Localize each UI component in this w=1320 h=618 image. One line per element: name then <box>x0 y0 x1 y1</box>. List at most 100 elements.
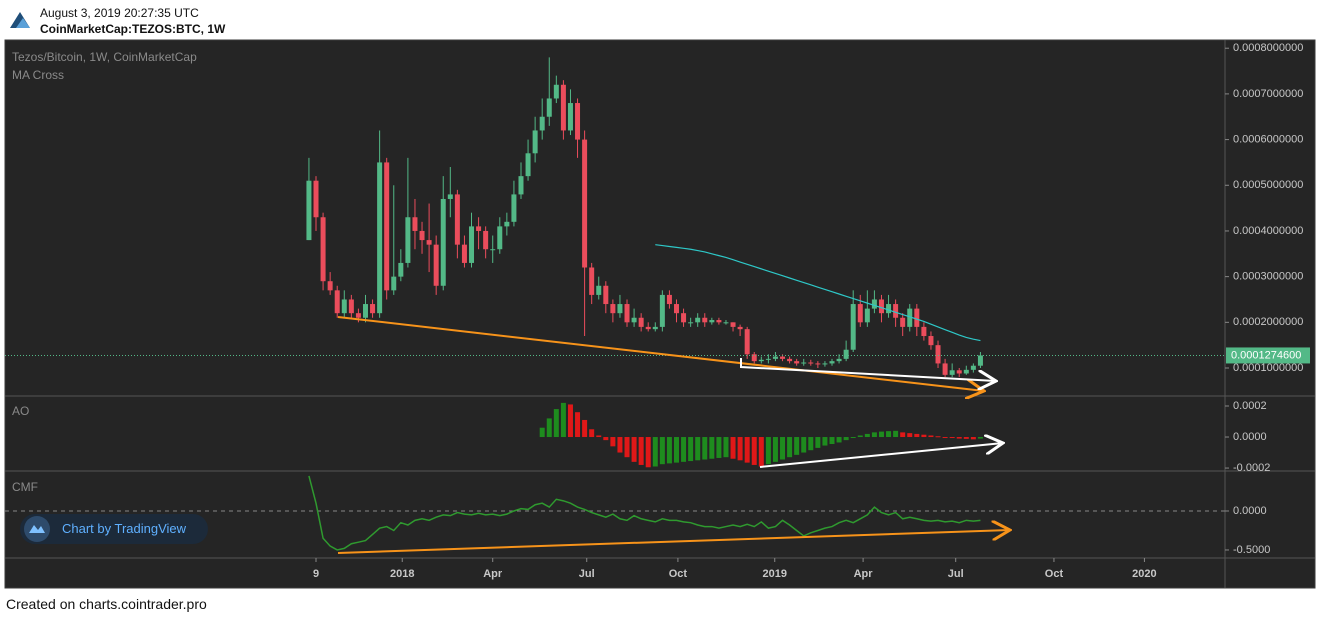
x-tick-label: Jul <box>948 568 964 580</box>
ao-bar <box>666 437 672 464</box>
candle-body <box>426 240 432 245</box>
candle-body <box>886 304 892 314</box>
candle-body <box>313 180 319 218</box>
candle-body <box>525 153 531 177</box>
ao-bar <box>886 431 892 438</box>
candle-body <box>801 362 807 364</box>
x-tick-label: 2020 <box>1132 568 1156 580</box>
candle-body <box>483 230 489 250</box>
candle-body <box>306 180 312 241</box>
candle-body <box>702 317 708 323</box>
ao-bar <box>935 436 941 438</box>
candle-body <box>716 320 722 323</box>
y-tick-label: 0.0000 <box>1233 431 1267 443</box>
x-tick-label: 2019 <box>763 568 787 580</box>
candle-body <box>504 221 510 227</box>
ao-bar <box>758 437 764 467</box>
candle-body <box>942 363 948 375</box>
y-tick-label: -0.0002 <box>1233 462 1270 474</box>
y-tick-label: 0.0001000000 <box>1233 362 1303 374</box>
candle-body <box>327 281 333 291</box>
ao-bar <box>673 437 679 463</box>
candle-body <box>617 304 623 314</box>
candle-body <box>688 322 694 324</box>
ao-bar <box>539 427 545 438</box>
candle-body <box>730 322 736 327</box>
logo <box>9 8 31 30</box>
candle-body <box>348 299 354 314</box>
candle-body <box>737 326 743 330</box>
candle-body <box>624 304 630 323</box>
ao-bar <box>567 404 573 438</box>
ao-bar <box>702 437 708 460</box>
candle-body <box>963 369 969 374</box>
candle-body <box>518 176 524 195</box>
candle-body <box>355 313 361 318</box>
candle-body <box>758 359 764 362</box>
candle-body <box>970 365 976 370</box>
ao-bar <box>893 430 899 438</box>
timestamp: August 3, 2019 20:27:35 UTC <box>40 6 199 20</box>
ao-bar <box>900 432 906 438</box>
x-tick-label: Oct <box>1045 568 1064 580</box>
candle-body <box>539 116 545 131</box>
ao-bar <box>659 437 665 465</box>
ao-bar <box>603 437 609 441</box>
candle-body <box>497 226 503 250</box>
ao-bar <box>970 437 976 440</box>
last-price-label: 0.0001274600 <box>1231 349 1301 361</box>
candle-body <box>871 299 877 309</box>
ao-bar <box>808 437 814 451</box>
ao-bar <box>631 437 637 462</box>
ao-bar <box>553 409 559 438</box>
ao-bar <box>617 437 623 453</box>
ao-bar <box>794 437 800 455</box>
candle-body <box>610 304 616 314</box>
x-tick-label: 2018 <box>390 568 414 580</box>
ao-bar <box>836 437 842 443</box>
candle-body <box>320 217 326 282</box>
tradingview-badge[interactable]: Chart by TradingView <box>20 514 208 544</box>
candle-body <box>461 244 467 263</box>
candle-body <box>794 361 800 364</box>
candle-body <box>787 358 793 362</box>
candle-body <box>836 358 842 362</box>
candle-body <box>638 317 644 327</box>
ao-bar <box>560 402 566 438</box>
ao-bar <box>878 431 884 438</box>
candle-body <box>560 84 566 131</box>
x-tick-label: Apr <box>483 568 503 580</box>
y-tick-label: 0.0004000000 <box>1233 225 1303 237</box>
ao-bar <box>575 412 581 438</box>
cmf-line <box>308 475 981 551</box>
candle-body <box>829 361 835 364</box>
badge-text: Chart by TradingView <box>62 521 187 536</box>
ao-bar <box>589 429 595 438</box>
ao-bar <box>857 435 863 438</box>
candle-body <box>645 326 651 330</box>
candle-body <box>553 84 559 99</box>
candle-body <box>659 294 665 327</box>
candle-body <box>843 349 849 359</box>
ao-bar <box>864 433 870 438</box>
candle-body <box>765 358 771 360</box>
ao-bar <box>843 437 849 441</box>
candle-body <box>893 304 899 318</box>
candle-body <box>666 294 672 305</box>
candle-body <box>370 304 376 314</box>
candle-body <box>398 262 404 277</box>
ao-bar <box>744 437 750 463</box>
y-tick-label: 0.0000 <box>1233 505 1267 517</box>
candle-body <box>815 363 821 365</box>
candle-body <box>567 103 573 131</box>
ao-bar <box>610 437 616 447</box>
footer: Created on charts.cointrader.pro <box>6 596 207 612</box>
x-tick-label: Oct <box>669 568 688 580</box>
candle-body <box>377 162 383 314</box>
candle-body <box>391 276 397 291</box>
ao-bar <box>751 437 757 465</box>
candle-body <box>447 194 453 199</box>
chart-title: Tezos/Bitcoin, 1W, CoinMarketCap <box>12 50 197 64</box>
candle-body <box>511 194 517 222</box>
candle-body <box>864 308 870 323</box>
